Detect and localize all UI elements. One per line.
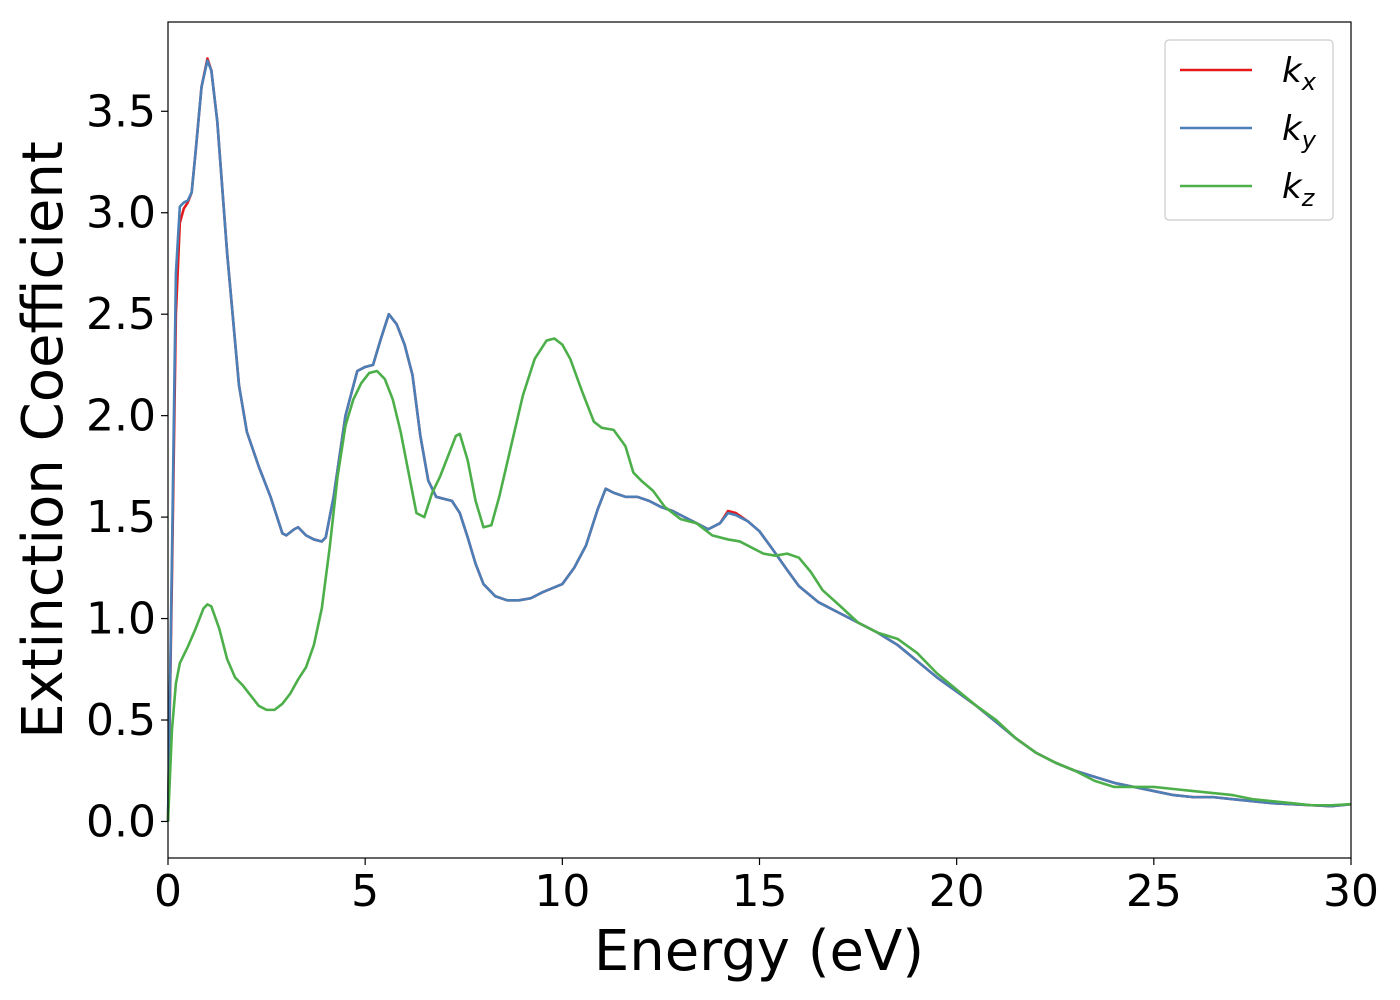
legend-label-ky: ky: [1282, 109, 1317, 154]
y-axis-title: Extinction Coefficient: [11, 141, 76, 739]
y-tick-label: 0.5: [86, 695, 156, 746]
legend-box: [1164, 39, 1334, 221]
series-line-kz: [166, 337, 1352, 822]
x-tick-label: 30: [1323, 866, 1379, 917]
series-layer: [166, 57, 1352, 822]
y-tick-label: 2.5: [86, 289, 156, 340]
y-tick-label: 0.0: [86, 796, 156, 847]
x-axis-ticks: 0 5 10 15 20 25 30: [154, 858, 1379, 917]
y-axis-ticks: 0.0 0.5 1.0 1.5 2.0 2.5 3.0 3.5: [86, 86, 168, 847]
x-axis-title: Energy (eV): [594, 919, 924, 984]
x-tick-label: 25: [1126, 866, 1182, 917]
x-tick-label: 5: [351, 866, 379, 917]
y-tick-label: 3.5: [86, 86, 156, 137]
y-tick-label: 1.5: [86, 492, 156, 543]
x-tick-label: 10: [534, 866, 590, 917]
y-tick-label: 3.0: [86, 188, 156, 239]
y-tick-label: 2.0: [86, 391, 156, 442]
y-tick-label: 1.0: [86, 594, 156, 645]
x-tick-label: 20: [929, 866, 985, 917]
x-tick-label: 0: [154, 866, 182, 917]
x-tick-label: 15: [732, 866, 788, 917]
plot-background: [168, 22, 1351, 858]
